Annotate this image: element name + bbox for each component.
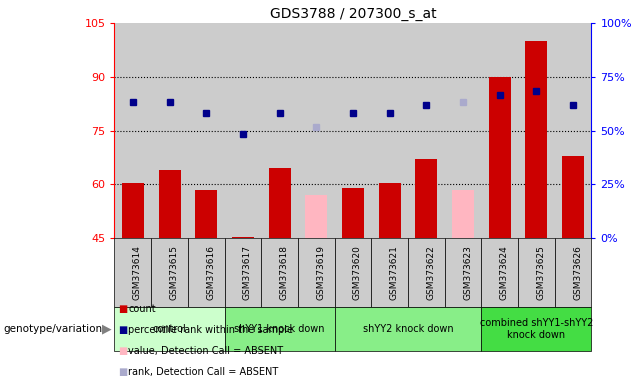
Bar (562, 156, 584, 238)
Bar (122, 182, 144, 238)
Bar (232, 237, 254, 238)
Text: count: count (128, 304, 156, 314)
Bar (298, 238, 335, 307)
Text: shYY1 knock down: shYY1 knock down (234, 324, 325, 334)
Bar (445, 238, 481, 307)
Text: rank, Detection Call = ABSENT: rank, Detection Call = ABSENT (128, 367, 279, 377)
Bar (151, 238, 188, 307)
Text: percentile rank within the sample: percentile rank within the sample (128, 325, 293, 335)
Text: control: control (153, 324, 186, 334)
Text: GSM373619: GSM373619 (316, 245, 325, 300)
Bar (342, 188, 364, 238)
Text: ■: ■ (118, 346, 127, 356)
Bar (114, 307, 225, 351)
Bar (335, 238, 371, 307)
Bar (225, 238, 261, 307)
Text: shYY2 knock down: shYY2 knock down (363, 324, 453, 334)
Bar (371, 238, 408, 307)
Bar (378, 182, 401, 238)
Bar (158, 170, 181, 238)
Bar (481, 238, 518, 307)
Text: ■: ■ (118, 304, 127, 314)
Bar (488, 77, 511, 238)
Text: genotype/variation: genotype/variation (3, 324, 102, 334)
Text: GSM373626: GSM373626 (573, 245, 582, 300)
Text: GSM373618: GSM373618 (280, 245, 289, 300)
Text: ▶: ▶ (102, 323, 112, 336)
Text: ■: ■ (118, 325, 127, 335)
Text: value, Detection Call = ABSENT: value, Detection Call = ABSENT (128, 346, 284, 356)
Text: GSM373614: GSM373614 (133, 245, 142, 300)
Bar (452, 190, 474, 238)
Text: GSM373617: GSM373617 (243, 245, 252, 300)
Bar (225, 307, 335, 351)
Text: GSM373624: GSM373624 (500, 245, 509, 300)
Bar (195, 190, 218, 238)
Bar (415, 159, 438, 238)
Text: GSM373620: GSM373620 (353, 245, 362, 300)
Bar (518, 238, 555, 307)
Text: GSM373622: GSM373622 (426, 245, 436, 300)
Text: combined shYY1-shYY2
knock down: combined shYY1-shYY2 knock down (480, 318, 593, 340)
Bar (408, 238, 445, 307)
Text: GSM373616: GSM373616 (206, 245, 215, 300)
Text: GSM373621: GSM373621 (390, 245, 399, 300)
Bar (481, 307, 591, 351)
Text: GSM373615: GSM373615 (170, 245, 179, 300)
Bar (261, 238, 298, 307)
Bar (114, 238, 151, 307)
Title: GDS3788 / 207300_s_at: GDS3788 / 207300_s_at (270, 7, 436, 21)
Text: ■: ■ (118, 367, 127, 377)
Bar (525, 41, 548, 238)
Bar (335, 307, 481, 351)
Text: GSM373625: GSM373625 (536, 245, 546, 300)
Bar (188, 238, 225, 307)
Bar (268, 168, 291, 238)
Bar (305, 195, 328, 238)
Bar (555, 238, 591, 307)
Text: GSM373623: GSM373623 (463, 245, 472, 300)
